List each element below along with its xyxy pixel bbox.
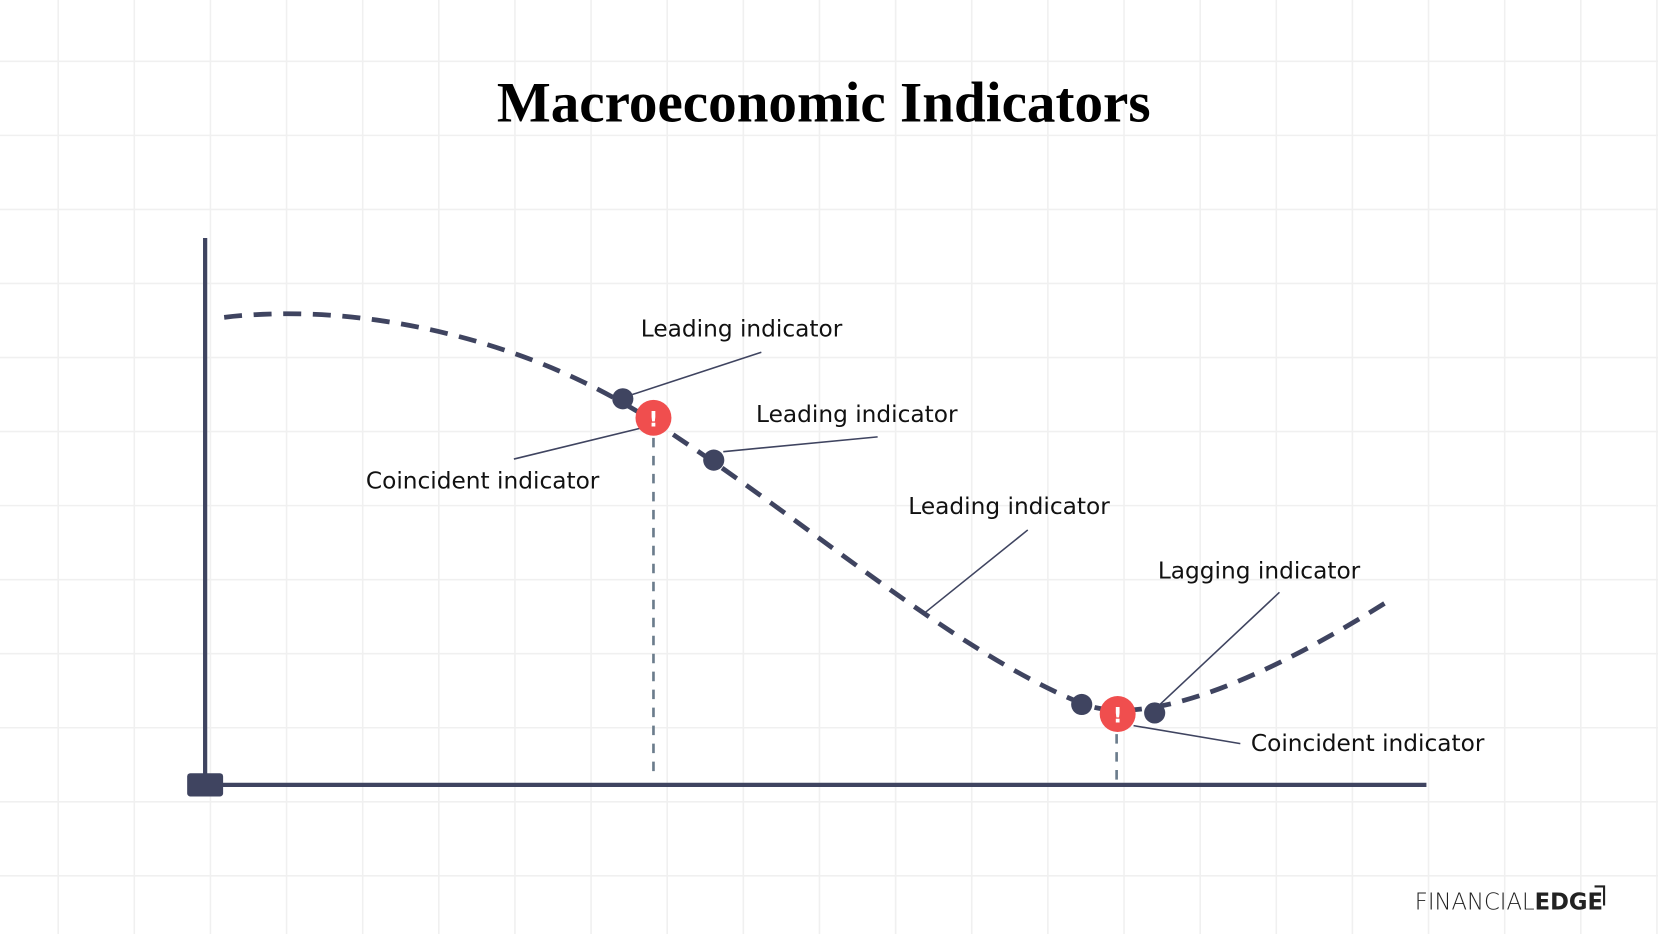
logo-bold: EDGE — [1535, 889, 1603, 916]
indicator-label: Lagging indicator — [1158, 558, 1361, 585]
indicator-label: Leading indicator — [908, 493, 1110, 520]
leader-line — [632, 351, 762, 396]
indicator-point — [1144, 702, 1166, 724]
indicator-label: Leading indicator — [641, 315, 843, 342]
alert-icon: ! — [649, 406, 659, 431]
indicator-label: Coincident indicator — [366, 468, 600, 495]
logo-bracket — [1594, 885, 1606, 906]
leader-lines — [513, 351, 1280, 745]
leader-line — [1133, 724, 1241, 745]
leader-line — [1159, 591, 1280, 706]
title: Macroeconomic Indicators — [497, 72, 1151, 135]
indicator-point — [612, 388, 634, 410]
leader-line — [513, 427, 640, 460]
alert-marker — [635, 399, 672, 436]
leader-line — [723, 436, 878, 453]
logo-light: FINANCIAL — [1415, 889, 1535, 916]
indicator-label: Coincident indicator — [1251, 730, 1485, 757]
logo: FINANCIALEDGE — [1415, 889, 1603, 916]
axis-origin — [187, 773, 224, 797]
indicator-label: Leading indicator — [756, 401, 958, 428]
indicator-point — [703, 449, 725, 471]
indicator-point — [1071, 693, 1093, 716]
alert-marker — [1099, 696, 1136, 732]
cycle-curve — [223, 311, 1395, 713]
leader-line — [924, 529, 1029, 614]
alert-icon: ! — [1113, 702, 1123, 727]
